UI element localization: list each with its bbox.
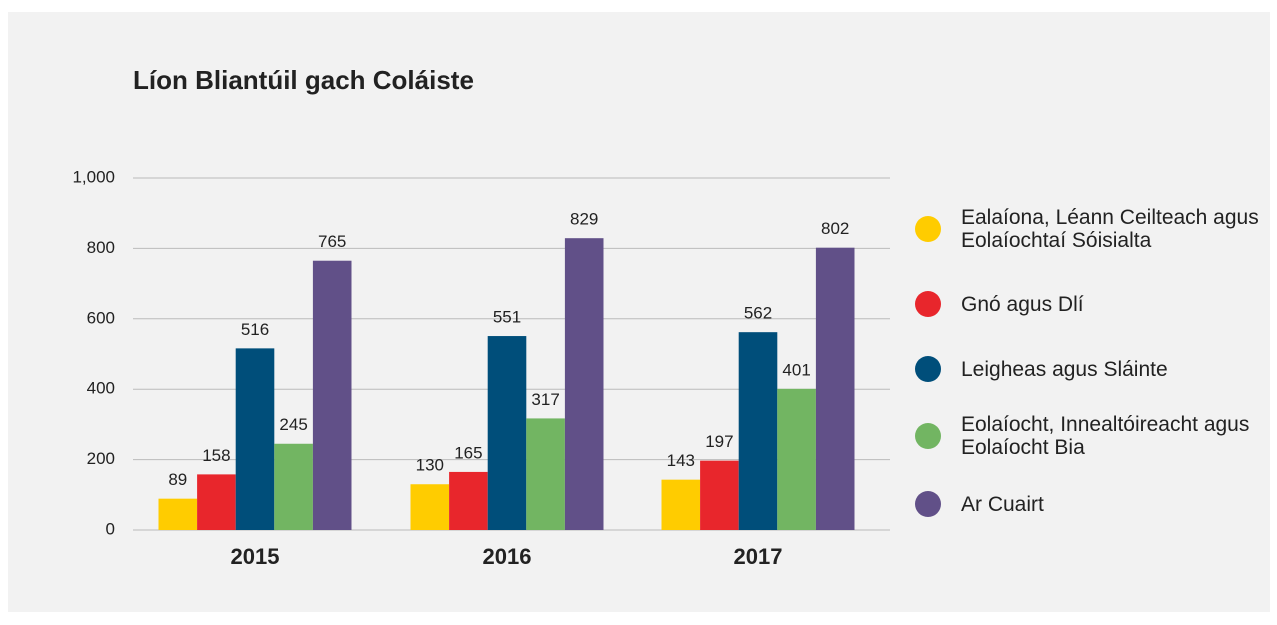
bar [487,336,527,530]
bar [158,498,198,530]
data-label: 165 [454,443,482,462]
data-label: 130 [416,456,444,475]
data-label: 401 [782,360,810,379]
data-label: 562 [744,304,772,323]
legend-label: Ar Cuairt [961,492,1044,516]
y-tick-label: 600 [87,308,115,327]
data-label: 516 [241,320,269,339]
y-tick-label: 200 [87,449,115,468]
y-tick-label: 400 [87,379,115,398]
bar [449,471,488,530]
legend-label: Leigheas agus Sláinte [961,357,1168,381]
legend-item: Eolaíocht, Innealtóireacht agus Eolaíoch… [915,413,1261,459]
bar [777,388,816,530]
chart-title: Líon Bliantúil gach Coláiste [133,65,474,95]
bar [738,332,778,530]
y-tick-label: 0 [106,519,115,538]
bar [197,474,236,530]
data-label: 829 [570,210,598,229]
bar [312,260,352,530]
bar [815,247,855,531]
legend-item: Leigheas agus Sláinte [915,356,1261,382]
data-label: 317 [531,390,559,409]
bar [526,418,565,530]
legend-swatch [915,216,941,242]
bar [564,238,604,530]
x-tick-label: 2015 [231,544,280,569]
legend-label: Gnó agus Dlí [961,292,1084,316]
data-label: 802 [821,219,849,238]
bar [410,484,450,530]
y-tick-label: 800 [87,238,115,257]
bar [700,460,739,530]
data-label: 143 [667,451,695,470]
legend-swatch [915,423,941,449]
data-label: 197 [705,432,733,451]
legend-item: Gnó agus Dlí [915,291,1261,317]
legend-item: Ar Cuairt [915,491,1261,517]
legend-label: Eolaíocht, Innealtóireacht agus Eolaíoch… [961,413,1250,459]
bar [661,479,701,530]
y-tick-label: 1,000 [72,167,115,186]
legend-swatch [915,491,941,517]
data-label: 765 [318,232,346,251]
bar [235,348,275,530]
data-label: 89 [168,470,187,489]
x-tick-label: 2016 [483,544,532,569]
x-tick-label: 2017 [734,544,783,569]
data-label: 551 [493,308,521,327]
bar [274,443,313,530]
data-label: 158 [202,446,230,465]
legend-swatch [915,291,941,317]
data-label: 245 [279,415,307,434]
legend-item: Ealaíona, Léann Ceilteach agus Eolaíocht… [915,206,1261,252]
legend-swatch [915,356,941,382]
legend-label: Ealaíona, Léann Ceilteach agus Eolaíocht… [961,206,1259,252]
